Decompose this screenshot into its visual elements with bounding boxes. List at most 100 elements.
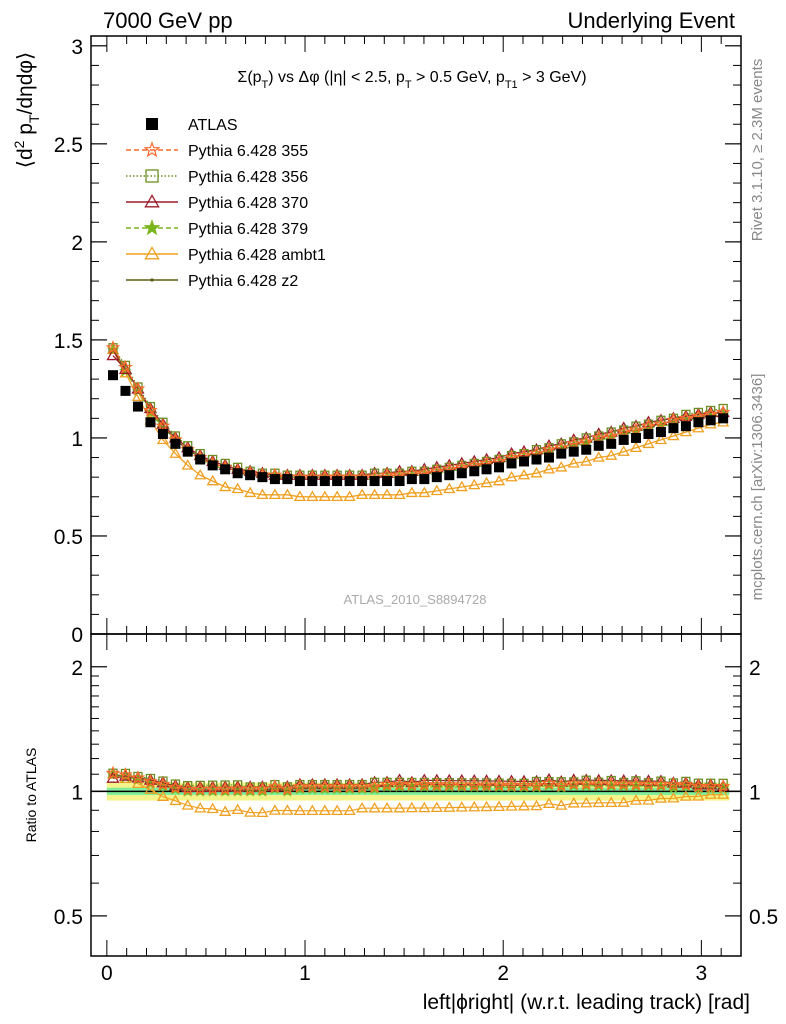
y-tick-label: 3 — [71, 36, 83, 59]
point-p370 — [131, 382, 145, 394]
ratio-y-tick-label: 1 — [71, 781, 83, 804]
ratio-point-p355 — [603, 776, 619, 791]
ratio-point-ambt1 — [654, 792, 668, 803]
ratio-point-p355 — [491, 777, 507, 792]
ratio-point-ambt1 — [231, 803, 244, 815]
ratio-line-ambt1 — [112, 773, 724, 814]
legend-label-p356: Pythia 6.428 356 — [188, 169, 308, 186]
point-atlas — [705, 415, 716, 426]
ratio-point-p370 — [716, 779, 730, 792]
point-atlas — [132, 401, 143, 412]
ratio-point-ambt1 — [206, 802, 219, 814]
ratio-point-ambt1 — [468, 800, 481, 812]
point-atlas — [145, 417, 156, 428]
point-ambt1 — [580, 455, 593, 466]
ratio-point-p355 — [516, 777, 532, 792]
ratio-point-p355 — [217, 781, 233, 796]
point-atlas — [618, 434, 629, 445]
ratio-point-ambt1 — [181, 799, 194, 810]
point-atlas — [556, 448, 567, 459]
point-atlas — [543, 452, 554, 463]
point-atlas — [120, 385, 131, 396]
ratio-point-p355 — [205, 781, 221, 796]
y-tick-label: 2 — [71, 232, 83, 255]
ratio-point-ambt1 — [567, 797, 580, 808]
ratio-point-p355 — [454, 777, 470, 792]
ratio-point-p355 — [230, 781, 245, 796]
point-ambt1 — [642, 437, 655, 449]
ratio-point-p355 — [379, 776, 395, 791]
ratio-point-ambt1 — [505, 800, 518, 811]
ratio-point-p355 — [479, 777, 494, 792]
point-atlas — [568, 446, 579, 457]
point-p356 — [681, 409, 691, 420]
point-p356 — [556, 439, 566, 449]
point-atlas — [157, 429, 168, 440]
ratio-point-p355 — [616, 776, 632, 791]
ratio-point-ambt1 — [617, 796, 630, 807]
main-ylabel: ⟨d2 pT/dηdφ⟩ — [11, 52, 42, 168]
header-right: Underlying Event — [567, 8, 735, 33]
point-ambt1 — [131, 390, 145, 402]
ratio-point-p355 — [130, 770, 146, 785]
ratio-point-p355 — [192, 781, 208, 796]
point-p355 — [155, 418, 171, 433]
ratio-point-p356 — [232, 780, 243, 790]
point-atlas — [195, 454, 206, 465]
point-p355 — [143, 402, 158, 417]
point-p370 — [641, 415, 656, 427]
ratio-point-p355 — [155, 776, 171, 791]
point-atlas — [245, 470, 256, 481]
point-atlas — [643, 429, 654, 440]
y-tick-label: 0.5 — [54, 526, 83, 549]
ratio-point-p355 — [466, 777, 482, 792]
point-atlas — [655, 427, 666, 438]
point-atlas — [307, 476, 318, 487]
ratio-point-p355 — [342, 779, 357, 794]
point-ambt1 — [517, 468, 531, 480]
main-series-group — [105, 340, 731, 502]
ratio-ylabel: Ratio to ATLAS — [23, 748, 39, 843]
legend-label-p379: Pythia 6.428 379 — [188, 221, 308, 238]
legend-marker-atlas — [146, 118, 158, 130]
watermark: ATLAS_2010_S8894728 — [344, 592, 487, 607]
point-atlas — [344, 476, 355, 487]
point-p355 — [616, 424, 632, 439]
ratio-point-ambt1 — [281, 804, 294, 815]
ratio-point-p355 — [354, 779, 370, 794]
point-ambt1 — [654, 433, 668, 445]
point-ambt1 — [679, 425, 692, 437]
point-atlas — [282, 474, 293, 485]
point-atlas — [693, 417, 704, 428]
ratio-point-ambt1 — [704, 788, 717, 799]
point-atlas — [494, 462, 505, 473]
point-p355 — [578, 434, 594, 449]
ratio-point-ambt1 — [605, 796, 618, 808]
point-atlas — [506, 458, 517, 469]
point-ambt1 — [256, 488, 269, 500]
point-atlas — [257, 472, 268, 483]
ratio-point-ambt1 — [580, 796, 593, 808]
point-ambt1 — [567, 457, 580, 468]
point-p355 — [130, 381, 146, 396]
ratio-axis-ticks: 0 1 2 3 0.5 0.5 1 1 2 2 — [54, 634, 778, 985]
ratio-panel: 0 1 2 3 0.5 0.5 1 1 2 2 Ratio to ATLAS left|ϕrigh… — [23, 633, 778, 1014]
point-ambt1 — [281, 488, 294, 500]
point-ambt1 — [443, 482, 456, 494]
point-atlas — [332, 476, 343, 487]
point-ambt1 — [468, 478, 481, 490]
point-ambt1 — [393, 488, 406, 500]
point-p370 — [492, 450, 506, 463]
ratio-y-tick-label-right: 2 — [749, 657, 761, 680]
ratio-point-p355 — [255, 781, 270, 796]
point-p370 — [517, 444, 531, 457]
ratio-point-p355 — [715, 778, 731, 793]
point-atlas — [207, 460, 218, 471]
ratio-point-p355 — [267, 779, 283, 794]
ratio-point-p355 — [404, 776, 420, 791]
point-atlas — [419, 474, 430, 485]
point-atlas — [232, 468, 243, 479]
point-ambt1 — [380, 488, 394, 500]
legend-marker-p370 — [144, 194, 160, 208]
point-ambt1 — [181, 459, 194, 470]
